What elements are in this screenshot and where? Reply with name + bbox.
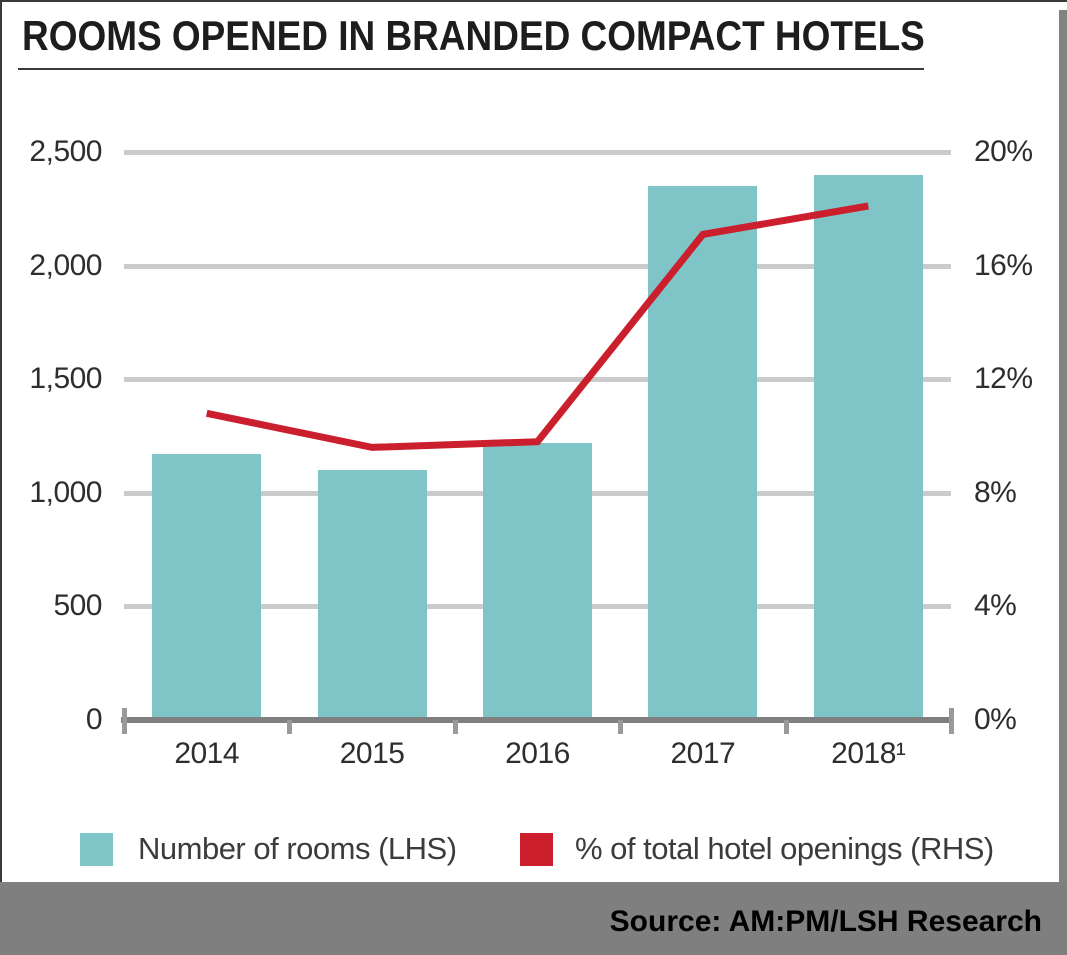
bar-2014 bbox=[152, 454, 262, 720]
bar-2018¹ bbox=[813, 174, 923, 720]
card-border-left bbox=[0, 0, 2, 882]
y-axis-left-label-3: 1,500 bbox=[29, 362, 102, 396]
source-band: Source: AM:PM/LSH Research bbox=[0, 882, 1067, 955]
x-axis-tick-0 bbox=[122, 708, 127, 734]
x-axis-label-2016: 2016 bbox=[505, 737, 570, 770]
gridline-2500 bbox=[124, 150, 951, 155]
y-axis-left-label-0: 0 bbox=[85, 703, 103, 736]
x-axis-tick-2 bbox=[452, 720, 458, 734]
y-axis-right-label-4: 16% bbox=[974, 248, 1033, 282]
chart-legend: Number of rooms (LHS) % of total hotel o… bbox=[0, 825, 1067, 875]
y-axis-right-label-5: 20% bbox=[974, 135, 1033, 168]
x-axis-label-2014: 2014 bbox=[174, 737, 240, 770]
x-axis-tick-4 bbox=[783, 720, 789, 734]
y-axis-right-label-0: 0% bbox=[974, 703, 1017, 736]
legend-label-rooms: Number of rooms (LHS) bbox=[138, 831, 457, 866]
card-border-top bbox=[0, 0, 1067, 2]
title-underline bbox=[18, 68, 924, 70]
x-axis-tick-3 bbox=[618, 720, 624, 734]
y-axis-left-label-5: 2,500 bbox=[29, 135, 102, 168]
x-axis-label-2018: 2018¹ bbox=[831, 737, 906, 770]
x-axis-label-2015: 2015 bbox=[339, 737, 405, 770]
x-axis-label-2017: 2017 bbox=[670, 737, 736, 770]
x-axis-line bbox=[121, 717, 954, 723]
y-axis-left-label-2: 1,000 bbox=[29, 475, 102, 509]
y-axis-right-label-2: 8% bbox=[974, 475, 1017, 509]
bar-2016 bbox=[483, 442, 592, 720]
y-axis-left-label-4: 2,000 bbox=[29, 248, 102, 282]
chart-title: ROOMS OPENED IN BRANDED COMPACT HOTELS bbox=[22, 12, 925, 59]
x-axis-tick-1 bbox=[287, 720, 293, 734]
legend-swatch-percent bbox=[520, 833, 553, 866]
source-text: Source: AM:PM/LSH Research bbox=[609, 904, 1042, 938]
bar-2015 bbox=[317, 470, 427, 720]
legend-swatch-rooms bbox=[80, 833, 113, 866]
bar-2017 bbox=[648, 186, 758, 720]
y-axis-right-label-3: 12% bbox=[974, 362, 1033, 396]
y-axis-left-label-1: 500 bbox=[53, 589, 102, 623]
x-axis-tick-5 bbox=[949, 708, 954, 734]
legend-label-percent: % of total hotel openings (RHS) bbox=[575, 831, 994, 866]
card-drop-shadow bbox=[1059, 10, 1067, 882]
y-axis-right-label-1: 4% bbox=[974, 589, 1017, 623]
